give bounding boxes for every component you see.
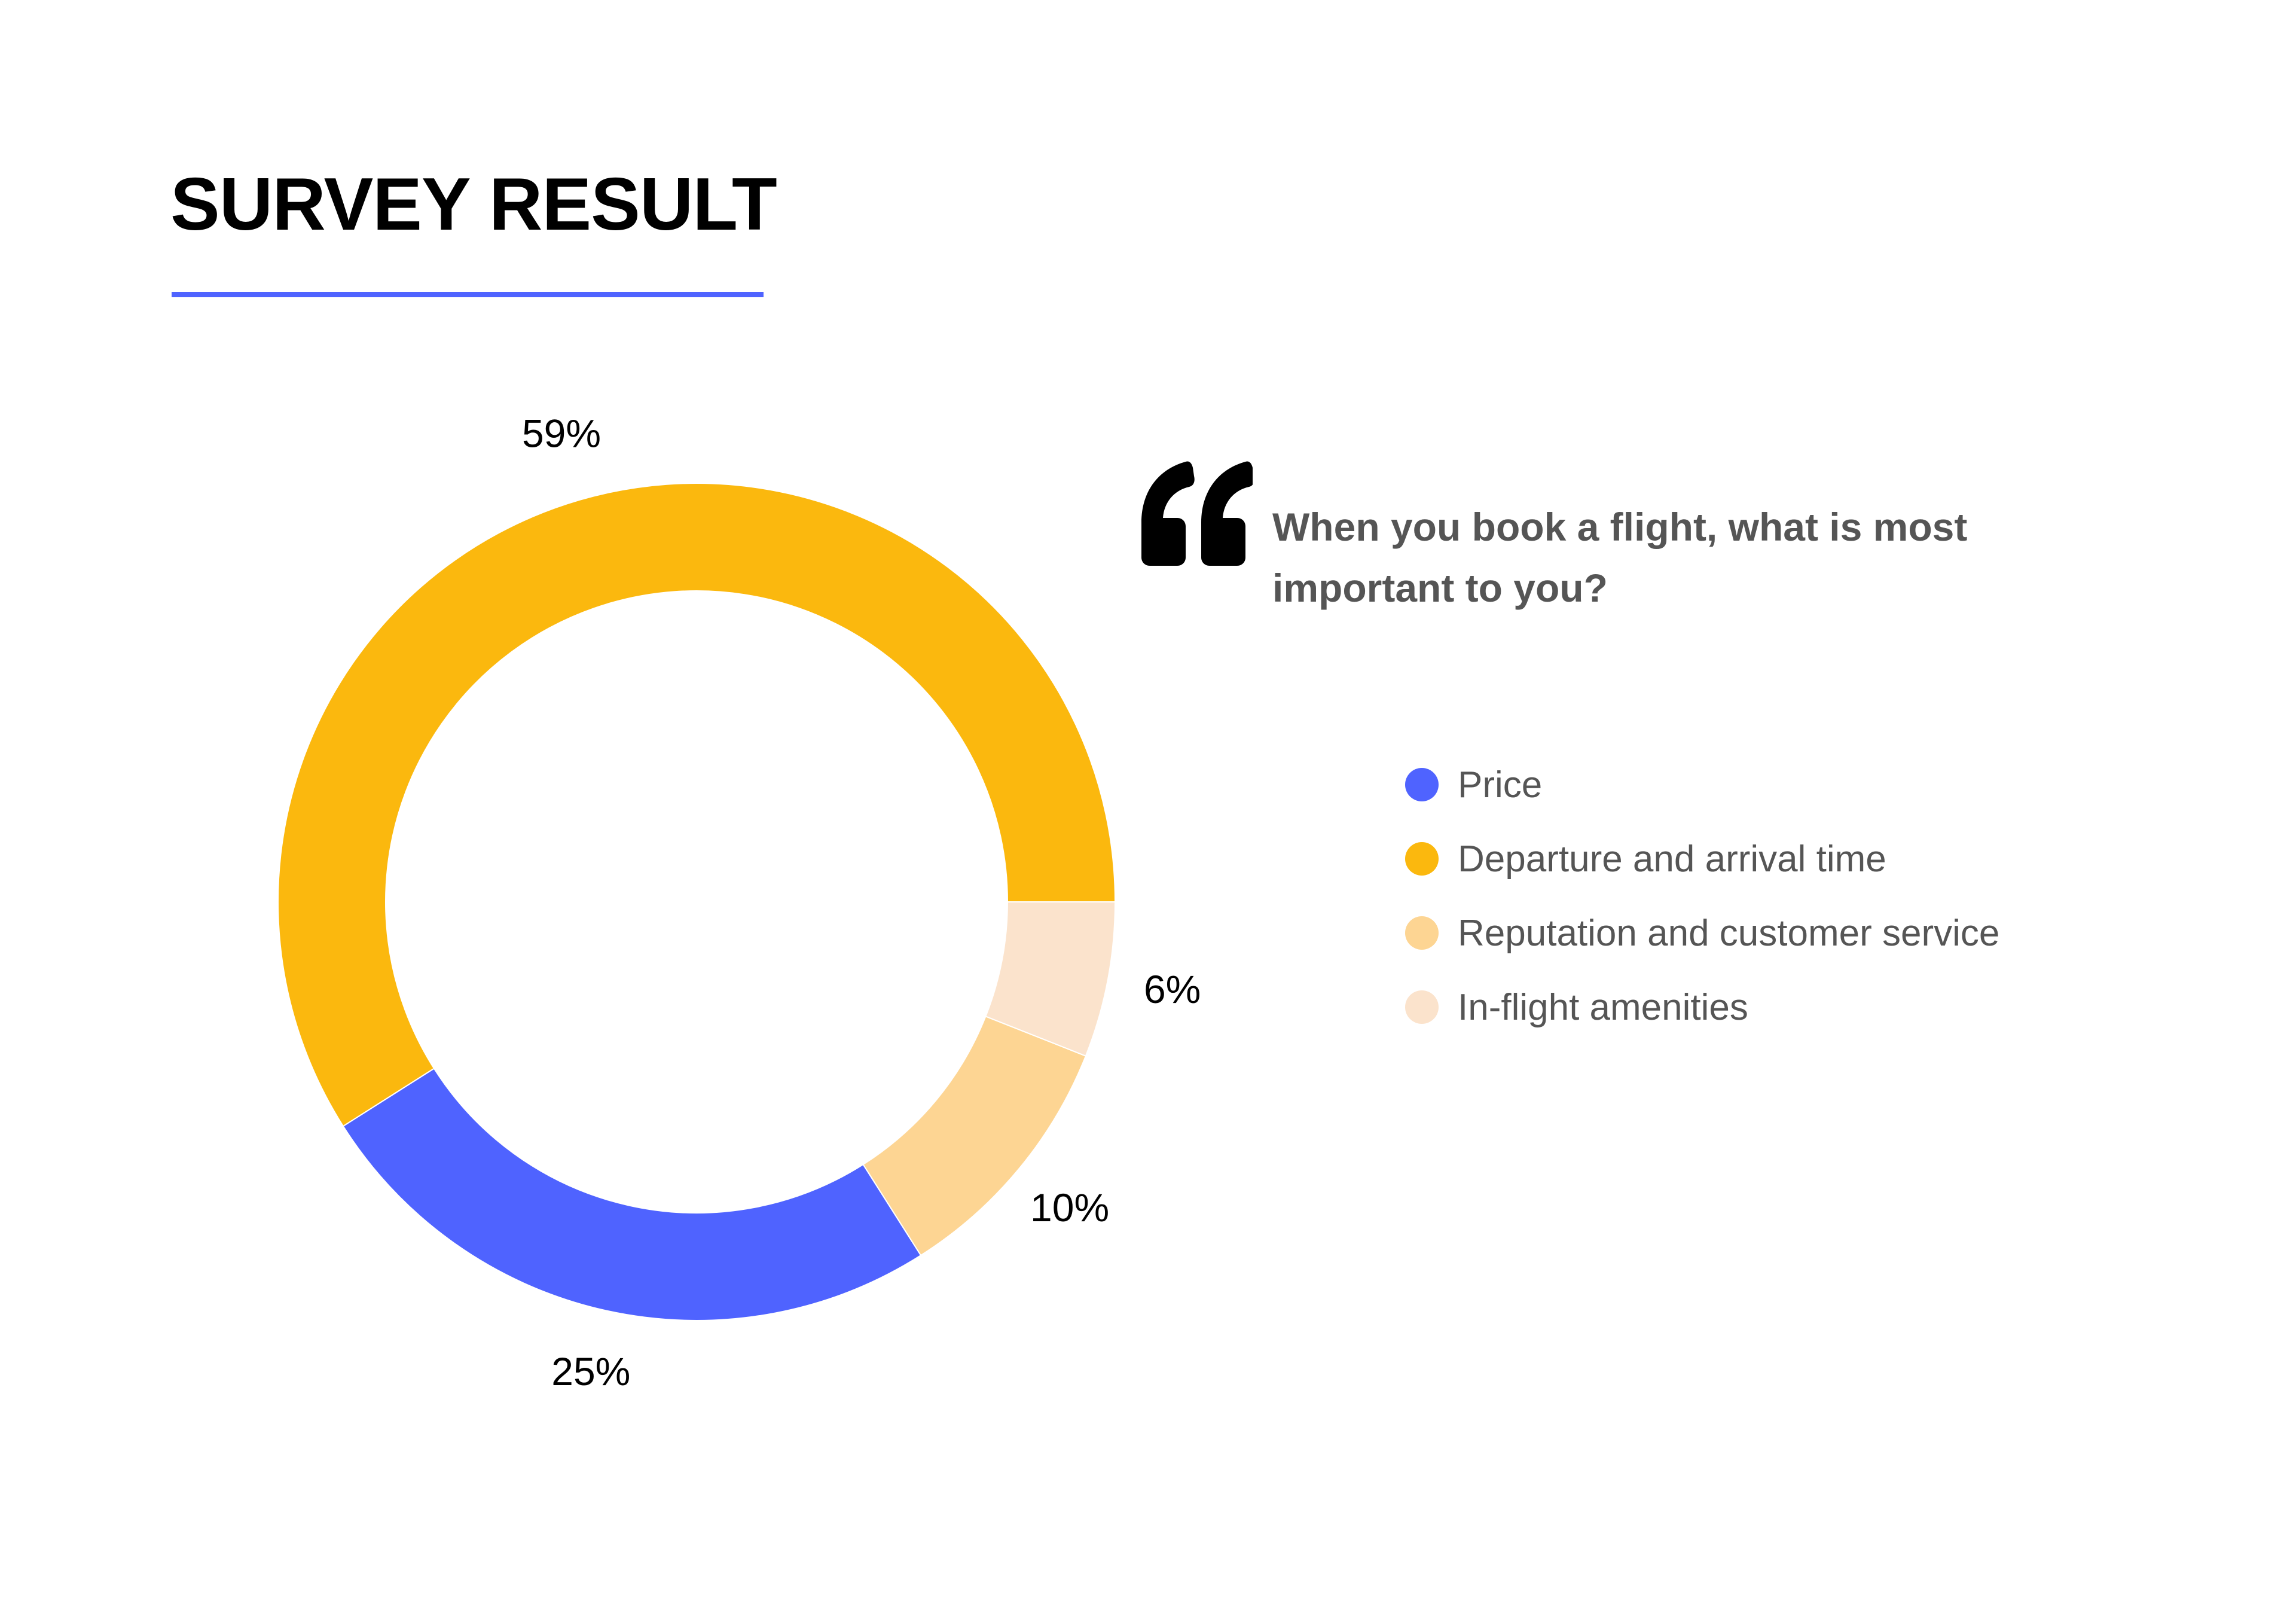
quote-mark-right [1201,461,1254,566]
legend-swatch [1405,842,1439,876]
slice-departure-and-arrival-time [277,483,1116,1127]
legend-item-reputation-and-customer-service: Reputation and customer service [1405,896,1999,970]
slice-in-flight-amenities [985,901,1116,1057]
legend-label: Reputation and customer service [1458,912,2000,954]
slice-label-departure-and-arrival-time: 59% [522,411,601,456]
legend-swatch [1405,768,1439,801]
slice-label-reputation-and-customer-service: 10% [1030,1185,1109,1230]
page-title: SURVEY RESULT [170,163,777,246]
legend-label: In-flight amenities [1458,986,1748,1028]
slice-label-price: 25% [551,1349,630,1393]
legend-label: Departure and arrival time [1458,838,1886,880]
legend-item-price: Price [1405,748,1999,822]
slice-label-in-flight-amenities: 6% [1144,967,1201,1011]
legend-swatch [1405,990,1439,1024]
slice-price [342,1068,922,1322]
donut-slice-labels: 59% 25% 10% 6% [522,411,1201,1393]
legend-item-in-flight-amenities: In-flight amenities [1405,970,1999,1044]
donut-slices [277,483,1116,1322]
legend-label: Price [1458,764,1543,806]
quote-icon [1139,461,1254,571]
quote-mark-left [1141,461,1195,566]
legend-swatch [1405,916,1439,950]
legend-item-departure-and-arrival-time: Departure and arrival time [1405,822,1999,896]
survey-question: When you book a flight, what is most imp… [1272,505,1968,610]
title-underline [172,292,764,297]
chart-legend: Price Departure and arrival time Reputatio… [1405,748,1999,1044]
